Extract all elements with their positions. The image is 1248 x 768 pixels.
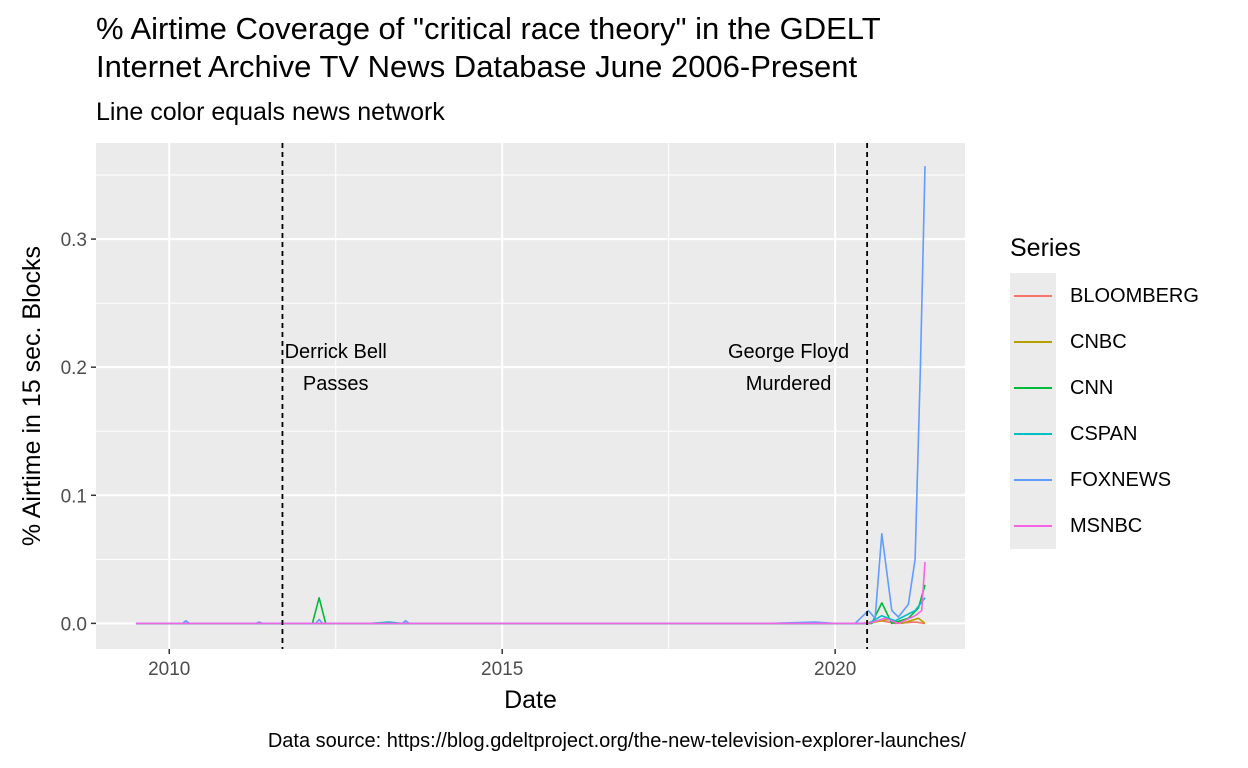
legend-swatch <box>1014 525 1052 527</box>
legend-key <box>1010 273 1056 319</box>
legend-title: Series <box>1010 234 1081 262</box>
y-tick-label: 0.2 <box>61 358 87 379</box>
event-label: George Floyd <box>728 341 849 363</box>
legend-label: CNBC <box>1070 331 1127 353</box>
legend-key <box>1010 365 1056 411</box>
legend-item-bloomberg: BLOOMBERG <box>1010 273 1199 319</box>
legend-swatch <box>1014 341 1052 343</box>
y-tick-label: 0.0 <box>61 614 87 635</box>
event-label: Murdered <box>746 373 832 395</box>
legend-key <box>1010 457 1056 503</box>
legend-key <box>1010 319 1056 365</box>
x-axis-title: Date <box>504 686 557 714</box>
legend-label: CNN <box>1070 377 1114 399</box>
legend-label: CSPAN <box>1070 423 1138 445</box>
chart-subtitle: Line color equals news network <box>96 98 445 126</box>
plot-panel <box>96 143 965 649</box>
legend-swatch <box>1014 295 1052 297</box>
y-axis-title: % Airtime in 15 sec. Blocks <box>18 246 46 546</box>
y-tick-label: 0.1 <box>61 486 87 507</box>
y-tick-label: 0.3 <box>61 230 87 251</box>
legend-key <box>1010 503 1056 549</box>
x-tick-label: 2010 <box>148 659 190 680</box>
chart-title-line-2: Internet Archive TV News Database June 2… <box>96 49 858 84</box>
data-source-caption: Data source: https://blog.gdeltproject.o… <box>267 730 966 752</box>
event-label: Derrick Bell <box>285 341 387 363</box>
legend-item-cnn: CNN <box>1010 365 1113 411</box>
chart-title-line-1: % Airtime Coverage of "critical race the… <box>96 11 881 46</box>
legend-label: MSNBC <box>1070 515 1143 537</box>
legend-swatch <box>1014 387 1052 389</box>
chart-title: % Airtime Coverage of "critical race the… <box>96 10 881 86</box>
event-label: Passes <box>303 373 369 395</box>
legend-item-foxnews: FOXNEWS <box>1010 457 1171 503</box>
legend-swatch <box>1014 433 1052 435</box>
legend-label: BLOOMBERG <box>1070 285 1199 307</box>
x-tick-label: 2015 <box>481 659 523 680</box>
legend-swatch <box>1014 479 1052 481</box>
legend-key <box>1010 411 1056 457</box>
legend-item-cspan: CSPAN <box>1010 411 1137 457</box>
legend-item-cnbc: CNBC <box>1010 319 1127 365</box>
x-tick-label: 2020 <box>814 659 856 680</box>
legend-items: BLOOMBERG CNBC CNN CSPAN FOXNEWS MSNBC <box>1010 273 1199 549</box>
series-line-msnbc <box>136 561 926 625</box>
legend-item-msnbc: MSNBC <box>1010 503 1142 549</box>
series-line-cnn <box>136 584 926 625</box>
legend-label: FOXNEWS <box>1070 469 1172 491</box>
legend: Series BLOOMBERG CNBC CNN CSPAN FOXNEWS MSNBC <box>1010 234 1199 549</box>
